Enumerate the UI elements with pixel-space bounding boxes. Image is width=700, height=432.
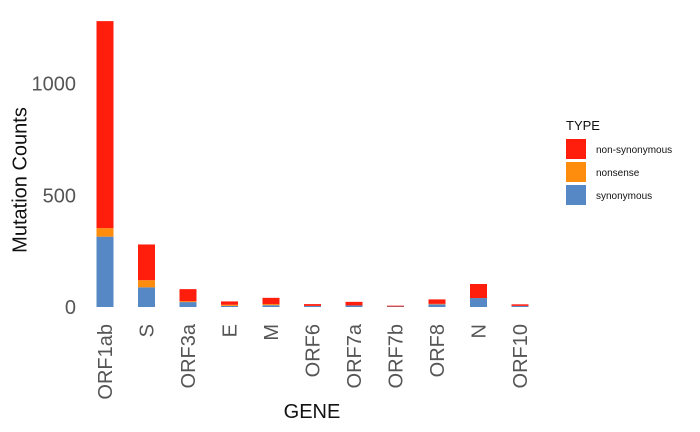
bar-segment-synonymous-M [262,305,280,307]
bar-segment-nonsense-ORF3a [179,301,197,303]
legend-items: non-synonymous nonsense synonymous [566,139,672,205]
bar-segment-non-synonymous-ORF8 [428,299,446,304]
x-tick-label: ORF6 [303,324,325,377]
bar-segment-non-synonymous-ORF10 [511,304,529,306]
x-tick-label: ORF10 [510,324,532,388]
y-tick-label: 500 [43,185,76,207]
bar-segment-non-synonymous-S [138,244,155,281]
x-tick-label: ORF1ab [95,324,117,400]
bar-segment-nonsense-M [262,304,280,306]
plot-area [96,21,529,307]
y-tick-label: 0 [65,297,76,319]
x-tick-label: ORF3a [178,323,200,388]
x-tick-label: M [261,324,283,341]
legend-swatch-nonsense [566,162,586,182]
bar-segment-synonymous-ORF3a [179,302,197,307]
legend-swatch-synonymous [566,185,586,205]
x-tick-label: N [469,324,491,338]
legend-label-nonsense: nonsense [596,168,640,179]
x-axis-ticks: ORF1ab S ORF3a E M ORF6 ORF7a ORF7b ORF8 N ORF10 [95,323,532,399]
bar-segment-non-synonymous-E [221,301,238,305]
legend: TYPE non-synonymous nonsense synonymous [566,118,672,205]
bar-segment-nonsense-S [138,280,155,288]
bar-segment-non-synonymous-ORF7b [387,305,404,307]
y-tick-label: 1000 [32,74,77,96]
bar-segment-non-synonymous-ORF7a [345,301,363,306]
x-tick-label: S [137,324,159,337]
bar-segment-synonymous-S [138,287,155,307]
bar-segment-synonymous-ORF10 [511,305,529,307]
legend-label-non-synonymous: non-synonymous [596,145,672,156]
bar-segment-synonymous-ORF8 [428,304,446,307]
bar-segment-nonsense-ORF1ab [96,228,114,237]
bar-segment-non-synonymous-ORF6 [304,304,321,306]
bar-segment-nonsense-E [221,304,238,306]
y-axis-ticks: 0 500 1000 [32,74,77,319]
bar-segment-non-synonymous-M [262,297,280,305]
bar-segment-synonymous-N [470,298,487,307]
bar-segment-non-synonymous-ORF3a [179,289,197,302]
x-tick-label: ORF8 [427,324,449,377]
x-tick-label: ORF7b [386,324,408,388]
legend-title: TYPE [566,118,600,133]
x-tick-label: ORF7a [344,323,366,388]
bar-segment-synonymous-E [221,305,238,307]
legend-swatch-non-synonymous [566,139,586,159]
bar-segment-non-synonymous-N [470,283,487,299]
bar-segment-synonymous-ORF7a [345,305,363,307]
y-axis-label: Mutation Counts [9,107,31,253]
legend-label-synonymous: synonymous [596,191,652,202]
bar-segment-non-synonymous-ORF1ab [96,21,114,229]
bar-segment-synonymous-ORF6 [304,305,321,307]
x-axis-label: GENE [284,401,341,423]
x-tick-label: E [220,324,242,337]
bar-segment-synonymous-ORF1ab [96,236,114,307]
